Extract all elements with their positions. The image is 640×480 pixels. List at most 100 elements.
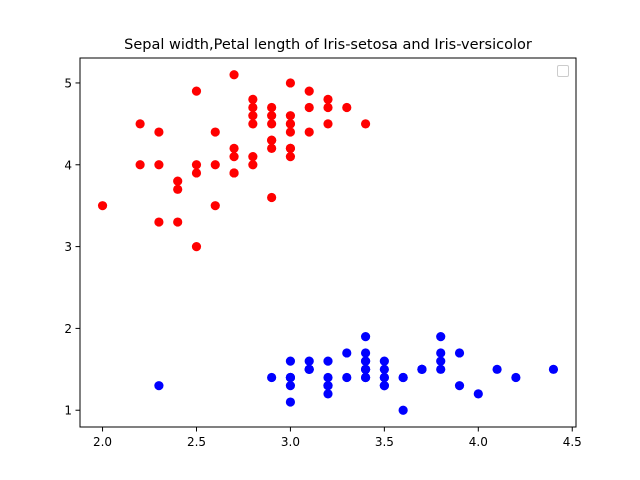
data-point bbox=[135, 160, 145, 170]
data-point bbox=[342, 348, 352, 358]
data-point bbox=[360, 119, 371, 129]
data-point bbox=[342, 102, 352, 113]
data-point bbox=[285, 151, 296, 162]
data-point bbox=[285, 381, 296, 391]
x-tick-label: 4.0 bbox=[469, 435, 488, 449]
data-point bbox=[97, 201, 108, 211]
data-point bbox=[379, 364, 389, 374]
data-point bbox=[248, 94, 258, 104]
data-point bbox=[454, 348, 465, 358]
data-point bbox=[285, 397, 296, 407]
data-point bbox=[285, 111, 296, 121]
data-point bbox=[323, 102, 333, 113]
data-point bbox=[304, 86, 314, 96]
data-point bbox=[360, 356, 371, 366]
data-point bbox=[398, 372, 408, 383]
data-point bbox=[267, 111, 277, 121]
y-tick-label: 4 bbox=[64, 158, 72, 172]
x-tick-label: 2.0 bbox=[93, 435, 112, 449]
data-point bbox=[360, 372, 371, 383]
data-point bbox=[379, 381, 389, 391]
data-point bbox=[285, 127, 296, 137]
data-point bbox=[229, 151, 239, 162]
y-tick-label: 3 bbox=[64, 240, 72, 254]
data-point bbox=[436, 356, 446, 366]
data-point bbox=[248, 119, 258, 129]
data-point bbox=[342, 372, 352, 383]
series-1 bbox=[154, 331, 559, 415]
data-point bbox=[229, 168, 239, 178]
data-point bbox=[436, 331, 446, 342]
data-point bbox=[267, 119, 277, 129]
y-tick-label: 5 bbox=[64, 76, 72, 90]
data-point bbox=[248, 111, 258, 121]
data-point bbox=[417, 364, 427, 374]
data-point bbox=[191, 160, 202, 170]
data-point bbox=[191, 168, 202, 178]
data-point bbox=[154, 381, 164, 391]
y-tick-label: 2 bbox=[64, 322, 72, 336]
data-point bbox=[379, 356, 389, 366]
data-point bbox=[154, 217, 164, 227]
data-point bbox=[267, 135, 277, 145]
data-point bbox=[323, 389, 333, 399]
x-tick-label: 2.5 bbox=[187, 435, 206, 449]
data-point bbox=[135, 119, 145, 129]
axes-frame bbox=[79, 57, 577, 428]
data-point bbox=[436, 364, 446, 374]
data-point bbox=[191, 241, 202, 252]
data-point bbox=[323, 381, 333, 391]
data-point bbox=[285, 119, 296, 129]
data-point bbox=[173, 217, 183, 227]
data-point bbox=[285, 78, 296, 88]
legend-box bbox=[557, 65, 569, 77]
x-tick-label: 3.5 bbox=[375, 435, 394, 449]
y-axis: 1 2 3 4 5 bbox=[64, 76, 80, 418]
data-point bbox=[285, 372, 296, 383]
data-point bbox=[304, 102, 314, 113]
data-point bbox=[285, 143, 296, 154]
data-point bbox=[454, 381, 465, 391]
data-point bbox=[511, 372, 521, 383]
data-point bbox=[154, 127, 164, 137]
data-point bbox=[210, 160, 220, 170]
data-point bbox=[304, 364, 314, 374]
data-point bbox=[323, 94, 333, 104]
data-point bbox=[285, 356, 296, 366]
data-point bbox=[267, 372, 277, 383]
data-point bbox=[210, 201, 220, 211]
data-point bbox=[248, 160, 258, 170]
data-point bbox=[173, 176, 183, 186]
data-point bbox=[229, 70, 239, 80]
data-point bbox=[267, 192, 277, 203]
data-point bbox=[210, 127, 220, 137]
series-0 bbox=[97, 70, 371, 252]
data-point bbox=[360, 364, 371, 374]
data-point bbox=[473, 389, 483, 399]
data-point bbox=[267, 143, 277, 154]
data-point bbox=[360, 348, 371, 358]
data-point bbox=[323, 119, 333, 129]
data-point bbox=[304, 127, 314, 137]
data-point bbox=[323, 356, 333, 366]
data-point bbox=[379, 372, 389, 383]
data-point bbox=[248, 151, 258, 162]
chart-title: Sepal width,Petal length of Iris-setosa … bbox=[124, 37, 532, 53]
y-tick-label: 1 bbox=[64, 404, 72, 418]
x-tick-label: 4.5 bbox=[563, 435, 582, 449]
plot-area bbox=[97, 70, 559, 415]
data-point bbox=[398, 405, 408, 415]
data-point bbox=[436, 348, 446, 358]
data-point bbox=[267, 102, 277, 113]
x-tick-label: 3.0 bbox=[281, 435, 300, 449]
data-point bbox=[323, 372, 333, 383]
data-point bbox=[229, 143, 239, 154]
data-point bbox=[191, 86, 202, 96]
data-point bbox=[154, 160, 164, 170]
data-point bbox=[548, 364, 559, 374]
data-point bbox=[304, 356, 314, 366]
data-point bbox=[360, 331, 371, 342]
data-point bbox=[173, 184, 183, 194]
data-point bbox=[248, 102, 258, 113]
